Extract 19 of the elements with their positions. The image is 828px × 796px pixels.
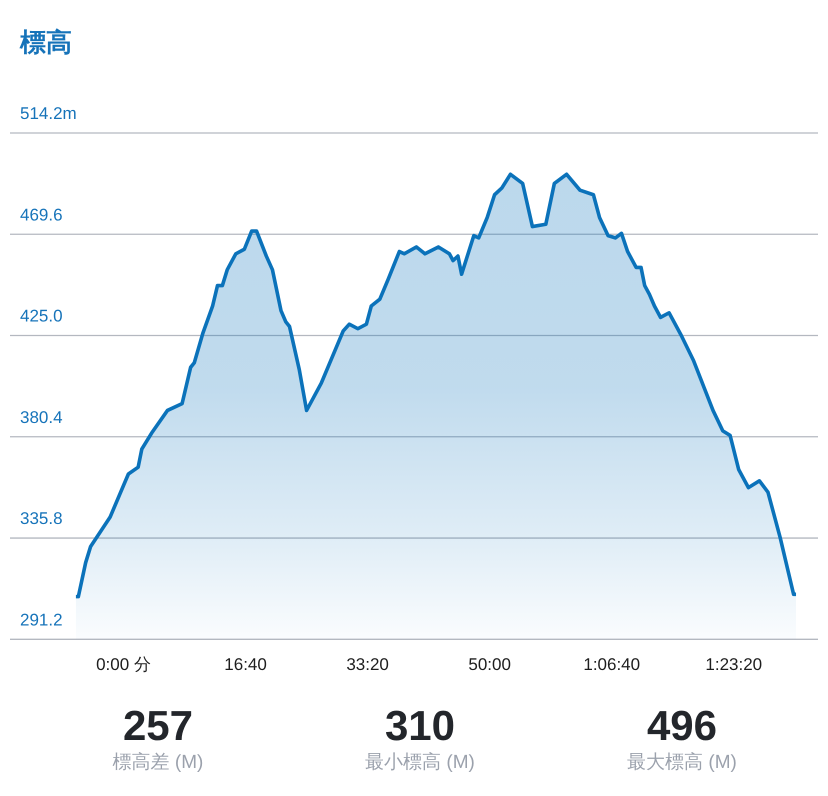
text: 標高差 (M) bbox=[112, 751, 204, 773]
y-tick-label: 514.2m bbox=[20, 104, 77, 123]
y-tick-label: 469.6 bbox=[20, 205, 63, 224]
text: 最小標高 (M) bbox=[365, 751, 475, 773]
chart-title: 標高 bbox=[19, 27, 72, 57]
y-tick-label: 291.2 bbox=[20, 610, 63, 630]
text: 最大標高 (M) bbox=[627, 751, 737, 773]
text: 257 bbox=[122, 702, 194, 749]
y-tick-label: 335.8 bbox=[20, 509, 63, 528]
x-tick-label: 50:00 bbox=[468, 655, 511, 674]
x-tick-label: 16:40 bbox=[224, 655, 267, 674]
x-tick-label: 1:23:20 bbox=[705, 655, 762, 674]
text: 496 bbox=[646, 702, 718, 749]
y-tick-label: 425.0 bbox=[20, 306, 63, 326]
text: 310 bbox=[384, 702, 456, 749]
y-tick-label: 380.4 bbox=[20, 408, 63, 427]
x-tick-label: 1:06:40 bbox=[583, 655, 640, 674]
x-tick-label: 33:20 bbox=[346, 655, 389, 674]
x-tick-label: 0:00 分 bbox=[96, 655, 151, 674]
